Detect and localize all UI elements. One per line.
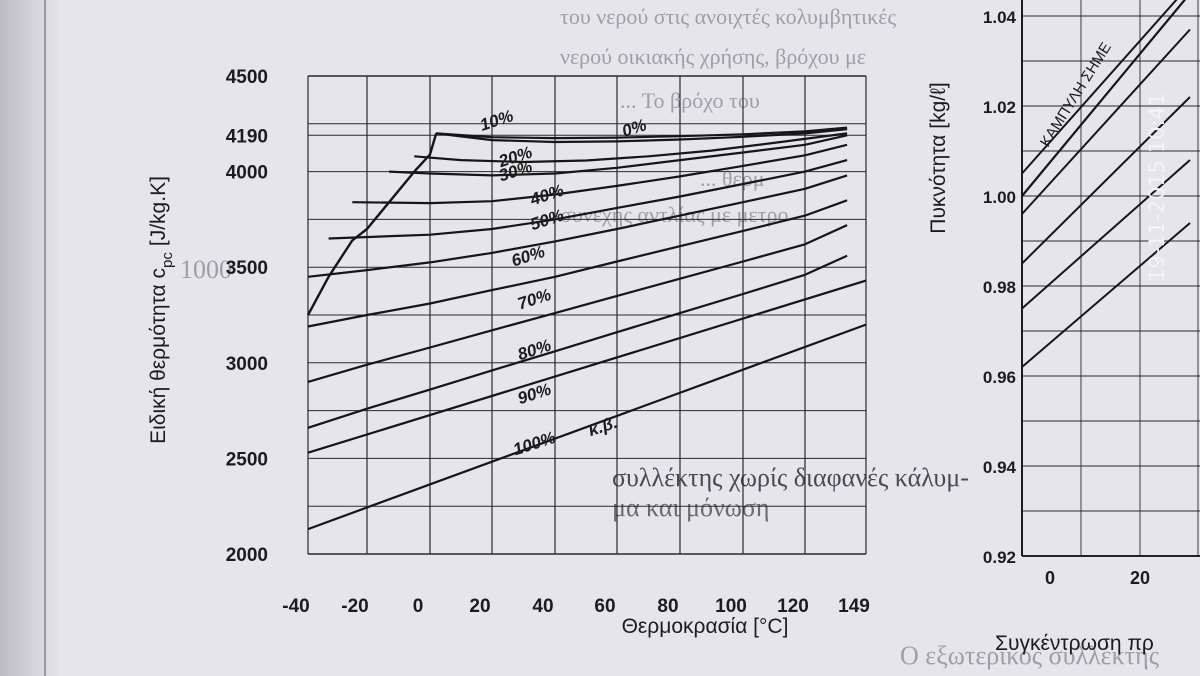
x-tick-labels: -40 -20 0 20 40 60 80 100 120 149 xyxy=(282,596,870,617)
curve-label: 90% xyxy=(515,380,553,409)
density-curves xyxy=(1021,0,1191,368)
y-tick-label: 3500 xyxy=(226,258,268,279)
density-y-tick: 1.02 xyxy=(983,98,1016,117)
x-tick-label: 40 xyxy=(532,596,553,617)
density-curve xyxy=(1021,159,1191,310)
x-tick-label: -20 xyxy=(341,596,368,617)
x-tick-label: 100 xyxy=(715,596,747,617)
density-x-tick: 20 xyxy=(1130,568,1150,588)
x-tick-label: 80 xyxy=(657,596,678,617)
density-curve xyxy=(1021,0,1178,175)
density-y-tick: 1.04 xyxy=(983,8,1017,27)
y-axis-title: Ειδική θερμότητα cpc[J/kg.K] xyxy=(147,176,176,444)
density-y-tick: 1.00 xyxy=(983,188,1016,207)
bg-line-1: του νερού στις ανοιχτές κολυμβητικές xyxy=(560,4,896,29)
x-tick-label: 120 xyxy=(777,596,809,617)
curve-10pct xyxy=(436,128,848,144)
density-y-tick: 0.96 xyxy=(983,368,1016,387)
x-axis-title: Θερμοκρασία [°C] xyxy=(622,615,789,638)
y-tick-label: 2500 xyxy=(226,449,268,470)
curve-90pct xyxy=(307,254,848,429)
book-spine-shadow xyxy=(0,0,58,676)
x-tick-label: -40 xyxy=(282,596,309,617)
curve-label: 70% xyxy=(515,285,553,314)
y-tick-label: 4190 xyxy=(226,126,268,147)
curve-20pct xyxy=(414,132,848,164)
density-grid xyxy=(1021,0,1200,557)
freezing-point-curve xyxy=(306,133,438,316)
curve-labels: 10% 0%20%30%40%50%60%70%80%90%100%κ.β. xyxy=(477,106,648,459)
curve-70pct xyxy=(307,199,848,328)
bg-line-3: ... Το βρόχο του xyxy=(620,88,760,113)
density-curve xyxy=(1021,222,1191,368)
curve-label: 80% xyxy=(515,336,553,365)
curve-60pct xyxy=(307,174,848,278)
lowest-curve xyxy=(307,323,867,531)
y-tick-label: 3000 xyxy=(226,354,268,375)
x-tick-label: 60 xyxy=(594,596,615,617)
bg-bottom: Ο εξωτερικός συλλέκτης xyxy=(900,641,1160,670)
density-annotation: ΚΑΜΠΥΛΗ ΣΗΜΕ xyxy=(1037,39,1115,150)
bg-caption: συλλέκτης χωρίς διαφανές κάλυμ- xyxy=(612,463,969,492)
density-y-tick: 0.98 xyxy=(983,278,1016,297)
density-curve xyxy=(1021,28,1191,215)
book-gutter-line xyxy=(44,0,46,676)
density-x-axis-title: Συγκέντρωση πρ xyxy=(995,632,1154,655)
density-y-tick: 0.94 xyxy=(983,458,1017,477)
x-tick-label: 149 xyxy=(838,596,870,617)
curve-label: 100% xyxy=(511,428,558,460)
density-y-tick: 0.92 xyxy=(983,548,1016,567)
y-tick-label: 2000 xyxy=(226,545,268,566)
x-tick-label: 20 xyxy=(469,596,490,617)
density-curve xyxy=(1021,96,1191,265)
curve-40pct xyxy=(352,143,848,205)
y-tick-label: 4000 xyxy=(226,163,268,184)
photo-date-stamp: 19-11-2015 10:41 xyxy=(1145,93,1169,282)
curve-0pct xyxy=(436,126,848,140)
density-x-tick: 0 xyxy=(1045,568,1055,588)
bg-line-4: ... θερμ xyxy=(700,166,765,191)
bg-caption-2: μα και μόνωση xyxy=(612,493,769,522)
curve-80pct xyxy=(307,224,848,383)
curve-label: 10% xyxy=(477,106,515,135)
main-curves xyxy=(306,126,867,531)
y-tick-label: 4500 xyxy=(226,67,268,88)
x-tick-label: 0 xyxy=(413,596,424,617)
curve-label: κ.β. xyxy=(586,413,620,440)
density-x-tick-labels: 0 20 xyxy=(1045,568,1150,588)
curve-100pct xyxy=(307,279,867,454)
curve-label: 50% xyxy=(528,206,566,235)
density-y-axis-title: Πυκνότητα [kg/ℓ] xyxy=(927,82,950,233)
curve-label: 60% xyxy=(509,242,547,271)
bg-line-5: συνεχής αντλίας με μετρο xyxy=(560,202,788,227)
density-y-tick-labels: 0.92 0.94 0.96 0.98 1.00 1.02 1.04 xyxy=(983,8,1017,567)
bg-line-2: νερού οικιακής χρήσης, βρόχου με xyxy=(560,44,866,69)
curve-50pct xyxy=(328,159,848,240)
density-freezing-curve xyxy=(1021,0,1187,197)
y-tick-labels: 2000 2500 3000 3500 4000 4190 4500 xyxy=(226,67,268,566)
curve-30pct xyxy=(389,134,848,177)
bg-line-6: 1000 xyxy=(180,255,232,284)
